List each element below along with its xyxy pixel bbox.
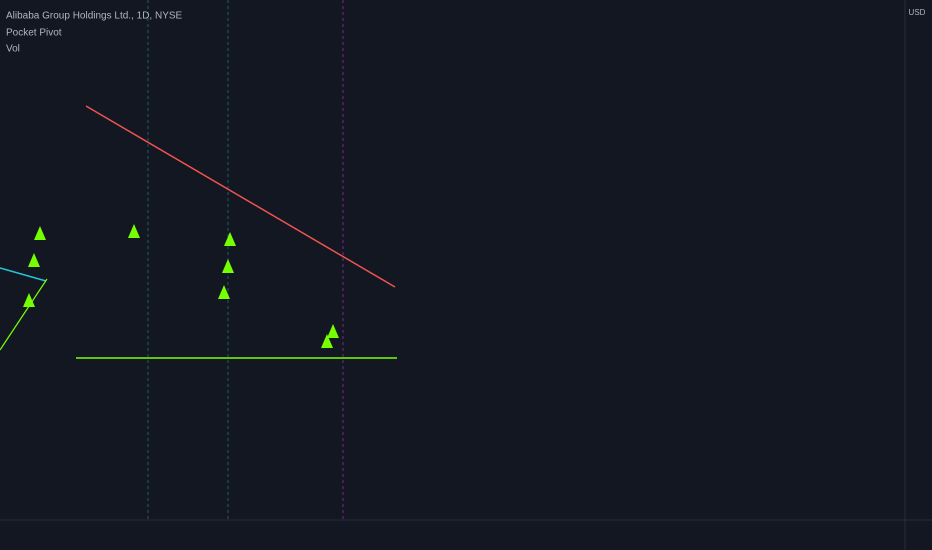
indicator-label: Vol (6, 44, 20, 55)
signal (23, 293, 35, 307)
chart-title: Alibaba Group Holdings Ltd., 1D, NYSE (6, 11, 183, 22)
signal (34, 226, 46, 240)
signal (28, 253, 40, 267)
signal (128, 224, 140, 238)
pocket-pivot-signals (23, 224, 339, 348)
trendline (0, 278, 48, 351)
price-axis (905, 0, 932, 550)
signal (224, 232, 236, 246)
trendline (0, 267, 47, 282)
signal (222, 259, 234, 273)
signal (218, 285, 230, 299)
signal (327, 324, 339, 338)
indicator-label: Pocket Pivot (6, 28, 62, 39)
trendline (85, 105, 396, 288)
currency: USD (909, 8, 926, 17)
signal (321, 334, 333, 348)
